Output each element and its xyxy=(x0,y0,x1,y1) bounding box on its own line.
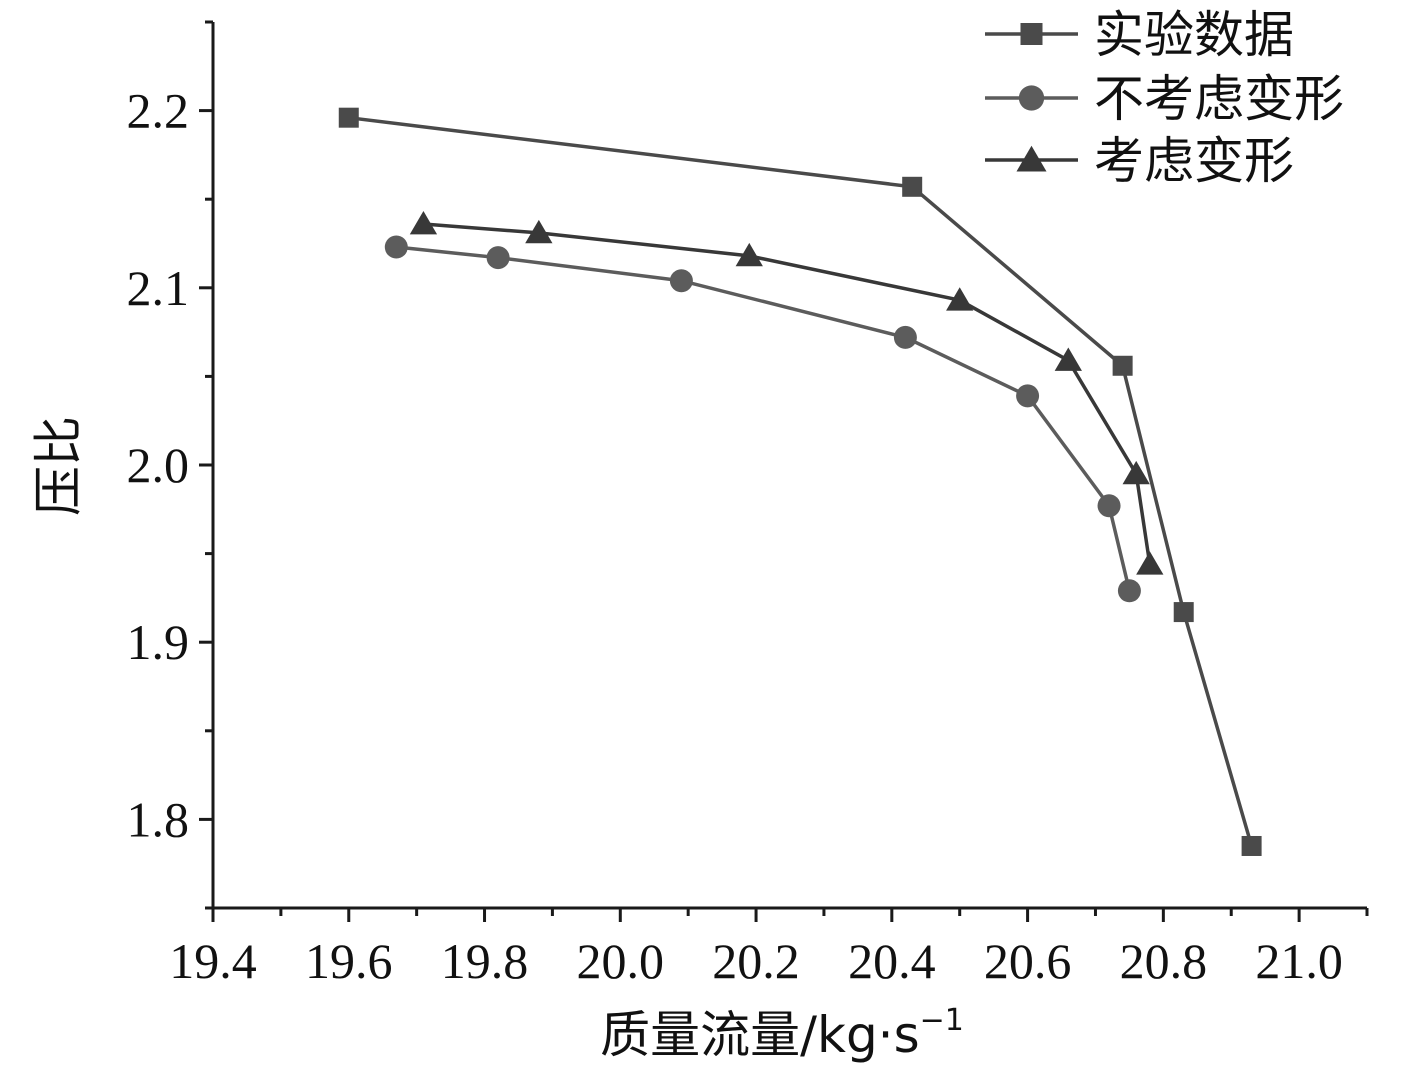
data-point-triangle xyxy=(1136,551,1164,575)
legend-label: 实验数据 xyxy=(1094,6,1294,64)
x-tick-label: 20.0 xyxy=(577,933,665,989)
y-tick-label: 2.0 xyxy=(127,437,190,493)
series-line xyxy=(396,245,1132,592)
data-point-square xyxy=(338,107,359,128)
data-point-triangle xyxy=(525,219,553,244)
x-tick-label: 19.4 xyxy=(169,933,257,989)
x-tick-label: 19.6 xyxy=(305,933,393,989)
x-axis-title: 质量流量/kg·s−1 xyxy=(600,1003,964,1064)
legend-item: 实验数据 xyxy=(985,6,1294,64)
data-point-triangle xyxy=(946,287,974,311)
data-point-square xyxy=(902,176,923,197)
legend-item: 不考虑变形 xyxy=(985,70,1344,128)
y-tick-label: 1.9 xyxy=(127,614,190,670)
x-tick-label: 21.0 xyxy=(1255,933,1343,989)
data-point-circle xyxy=(1016,384,1040,408)
legend-marker-square xyxy=(1020,23,1043,45)
data-point-triangle xyxy=(1122,460,1150,485)
data-point-circle xyxy=(893,325,917,349)
data-point-square xyxy=(1173,602,1194,623)
data-point-circle xyxy=(486,246,510,270)
legend-label: 不考虑变形 xyxy=(1094,70,1344,128)
series-triangle xyxy=(409,211,1164,575)
x-tick-label: 20.4 xyxy=(848,933,936,989)
x-tick-label: 20.2 xyxy=(712,933,800,989)
series-square xyxy=(338,107,1262,856)
y-tick-label: 2.1 xyxy=(127,260,190,316)
y-axis-title: 压比 xyxy=(30,416,88,516)
axes: 19.4 19.6 19.8 20.0 20.2 20.4 20.6 20.8 21.0 1.8 1… xyxy=(127,20,1369,989)
data-point-square xyxy=(1241,835,1262,856)
data-point-circle xyxy=(384,235,408,259)
series-line xyxy=(423,222,1152,565)
data-point-triangle xyxy=(1054,347,1082,371)
legend-label: 考虑变形 xyxy=(1094,132,1294,190)
data-point-triangle xyxy=(735,242,763,267)
series-circle xyxy=(384,235,1141,603)
legend-marker-triangle xyxy=(1016,145,1047,172)
x-tick-label: 19.8 xyxy=(441,933,529,989)
data-point-square xyxy=(1112,355,1133,376)
x-axis-title-superscript: −1 xyxy=(920,1003,964,1038)
data-point-triangle xyxy=(409,211,438,235)
data-point-circle xyxy=(1117,579,1141,603)
data-point-circle xyxy=(669,269,693,293)
y-tick-label: 1.8 xyxy=(127,791,190,847)
data-point-circle xyxy=(1097,494,1121,518)
legend-marker-circle xyxy=(1018,85,1045,111)
legend-item: 考虑变形 xyxy=(985,132,1294,190)
x-tick-label: 20.6 xyxy=(984,933,1072,989)
series-layer xyxy=(338,107,1262,856)
y-tick-label: 2.2 xyxy=(127,83,190,139)
x-tick-label: 20.8 xyxy=(1120,933,1208,989)
x-axis-title-main: 质量流量/kg·s xyxy=(600,1006,919,1064)
